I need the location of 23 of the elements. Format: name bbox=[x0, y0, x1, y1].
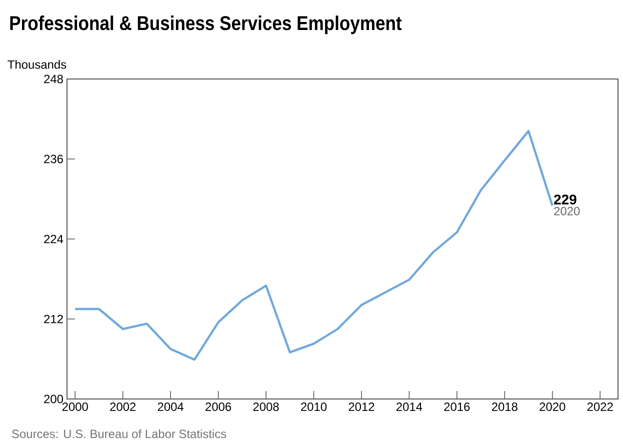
y-tick-label: 224 bbox=[44, 234, 64, 244]
x-tick-label: 2022 bbox=[587, 402, 613, 411]
y-tick-label: 236 bbox=[44, 154, 63, 164]
line-series bbox=[74, 130, 554, 361]
x-tick-label: 2010 bbox=[301, 402, 327, 411]
x-tick-label: 2020 bbox=[540, 402, 566, 411]
y-tick-label: 212 bbox=[44, 314, 63, 324]
x-tick-label: 2012 bbox=[348, 402, 374, 411]
x-tick-label: 2018 bbox=[492, 402, 518, 411]
source-note: Sources: U.S. Bureau of Labor Statistics bbox=[12, 429, 226, 438]
x-tick-label: 2002 bbox=[110, 402, 136, 411]
x-tick-label: 2016 bbox=[444, 402, 470, 411]
annotation: 2020 bbox=[554, 206, 580, 216]
x-tick-label: 2006 bbox=[206, 402, 232, 411]
x-tick-label: 2008 bbox=[253, 402, 279, 411]
y-tick-label: 248 bbox=[44, 74, 63, 84]
chart-title: Professional & Business Services Employment bbox=[10, 16, 402, 34]
x-tick-label: 2000 bbox=[62, 402, 88, 411]
y-tick-label: 200 bbox=[44, 394, 64, 404]
x-tick-label: 2004 bbox=[158, 402, 184, 411]
annotation: 229 bbox=[554, 194, 576, 204]
y-axis-title: Thousands bbox=[8, 60, 66, 69]
x-tick-label: 2014 bbox=[396, 402, 422, 411]
